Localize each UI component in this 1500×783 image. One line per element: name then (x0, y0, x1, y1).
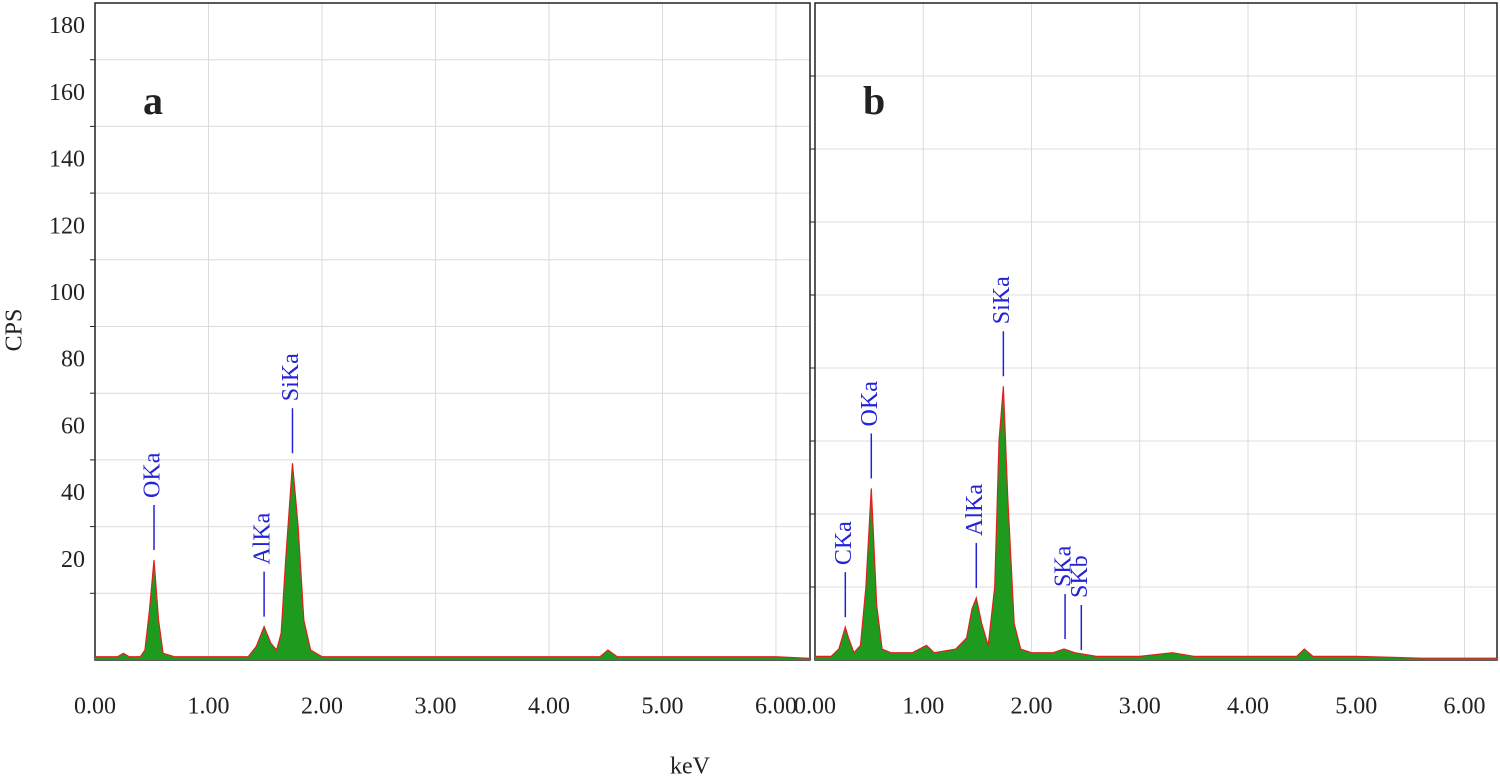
x-tick-label: 4.00 (528, 694, 570, 720)
peak-label: OKa (140, 452, 166, 498)
y-tick-label: 120 (49, 213, 85, 239)
peak-label: SKa (1051, 545, 1077, 587)
spectrum-area (95, 463, 810, 660)
peak-label: OKa (857, 381, 883, 427)
spectrum-line (95, 463, 811, 659)
peak-label: SiKa (989, 276, 1015, 324)
spectrum-line (815, 386, 1497, 659)
x-tick-label: 6.00 (755, 694, 797, 720)
x-axis-title: keV (670, 754, 711, 780)
x-tick-label: 6.00 (1444, 694, 1486, 720)
peak-label: SKb (1067, 555, 1093, 598)
y-tick-label: 20 (61, 547, 85, 573)
x-tick-label: 2.00 (1011, 694, 1053, 720)
y-tick-label: 100 (49, 280, 85, 306)
x-tick-label: 1.00 (187, 694, 229, 720)
panel-label: a (143, 78, 163, 123)
x-tick-label: 5.00 (1335, 694, 1377, 720)
y-axis-title: CPS (2, 309, 28, 352)
peak-label: AlKa (250, 512, 276, 564)
peak-label: SiKa (278, 353, 304, 401)
x-tick-label: 2.00 (301, 694, 343, 720)
peak-label: CKa (831, 521, 857, 565)
plot-frame (94, 2, 811, 661)
x-tick-label: 3.00 (414, 694, 456, 720)
y-tick-label: 80 (61, 347, 85, 373)
y-tick-label: 140 (49, 147, 85, 173)
x-tick-label: 0.00 (74, 694, 116, 720)
x-tick-label: 3.00 (1119, 694, 1161, 720)
spectrum-area (815, 386, 1497, 660)
y-tick-label: 160 (49, 80, 85, 106)
x-tick-label: 5.00 (641, 694, 683, 720)
y-tick-label: 40 (61, 480, 85, 506)
x-tick-label: 4.00 (1227, 694, 1269, 720)
peak-label: AlKa (962, 484, 988, 536)
panel-label: b (863, 78, 885, 123)
x-tick-label: 0.00 (794, 694, 836, 720)
plot-frame (814, 2, 1498, 661)
y-tick-label: 180 (49, 13, 85, 39)
y-tick-label: 60 (61, 413, 85, 439)
x-tick-label: 1.00 (902, 694, 944, 720)
